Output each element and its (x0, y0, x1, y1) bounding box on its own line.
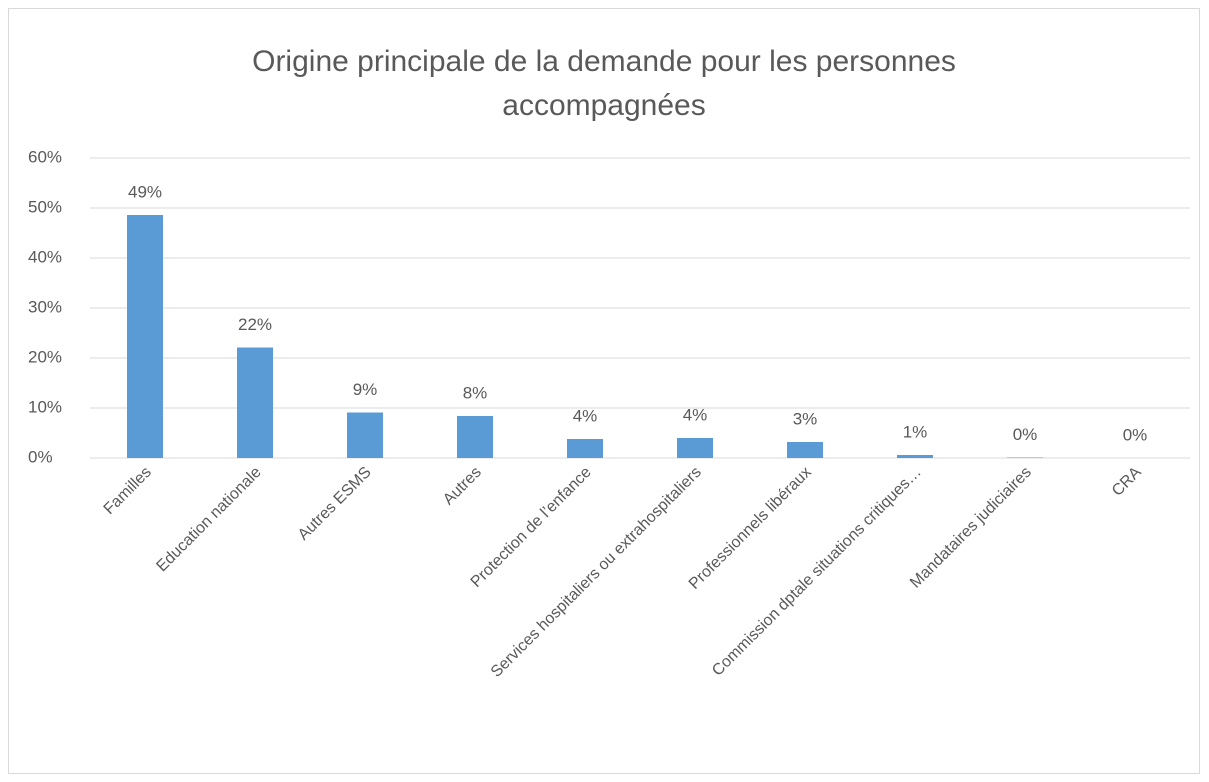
data-label: 8% (463, 383, 488, 402)
data-label: 0% (1013, 425, 1038, 444)
y-tick-label: 60% (28, 147, 62, 166)
data-label: 3% (793, 409, 818, 428)
y-tick-label: 50% (28, 197, 62, 216)
y-tick-label: 0% (28, 447, 53, 466)
bar (677, 438, 713, 458)
chart-title: Origine principale de la demande pour le… (252, 45, 956, 122)
x-tick-label: CRA (1109, 464, 1145, 500)
data-label: 49% (128, 182, 162, 201)
y-tick-label: 10% (28, 397, 62, 416)
x-tick-label: Autres ESMS (295, 464, 375, 544)
x-tick-label: Education nationale (153, 464, 264, 575)
data-label: 4% (573, 406, 598, 425)
x-tick-label: Autres (440, 464, 485, 509)
data-label: 0% (1123, 425, 1148, 444)
bar (237, 347, 273, 458)
chart-frame (8, 8, 1200, 774)
bar (127, 215, 163, 458)
x-tick-label: Professionnels libéraux (686, 464, 815, 593)
data-label: 22% (238, 315, 272, 334)
data-label: 1% (903, 422, 928, 441)
bar (347, 412, 383, 458)
bar (567, 439, 603, 458)
y-tick-label: 30% (28, 297, 62, 316)
data-label: 4% (683, 405, 708, 424)
x-tick-label: Services hospitaliers ou extrahospitalie… (488, 464, 705, 681)
bar (897, 455, 933, 458)
bar (787, 442, 823, 458)
x-tick-label: Commission dptale situations critiques… (709, 464, 925, 680)
bar (457, 416, 493, 458)
x-tick-label: Familles (101, 464, 155, 518)
x-tick-label: Protection de l’enfance (468, 464, 595, 591)
bar (1007, 457, 1043, 458)
data-label: 9% (353, 380, 378, 399)
y-tick-label: 40% (28, 247, 62, 266)
y-tick-label: 20% (28, 347, 62, 366)
x-tick-label: Mandataires judiciaires (907, 464, 1035, 592)
